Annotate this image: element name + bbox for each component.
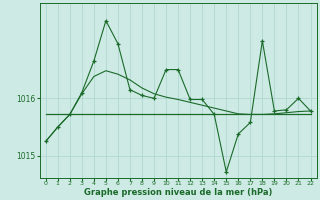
- X-axis label: Graphe pression niveau de la mer (hPa): Graphe pression niveau de la mer (hPa): [84, 188, 272, 197]
